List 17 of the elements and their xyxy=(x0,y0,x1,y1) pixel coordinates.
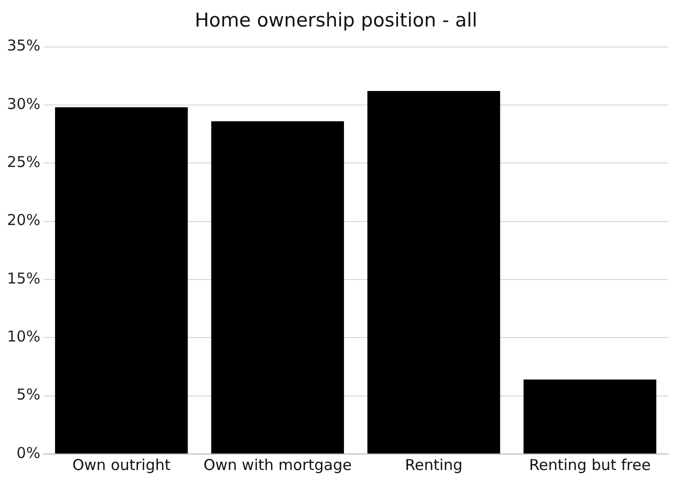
x-tick-label: Own outright xyxy=(72,456,171,474)
y-tick-label: 25% xyxy=(6,153,40,172)
y-tick-label: 5% xyxy=(16,386,40,404)
bar xyxy=(367,91,500,454)
bar xyxy=(524,380,656,454)
x-tick-label: Own with mortgage xyxy=(203,456,352,474)
y-tick-label: 30% xyxy=(6,94,40,113)
y-tick-label: 20% xyxy=(6,211,40,230)
chart-title: Home ownership position - all xyxy=(194,9,478,32)
x-tick-label: Renting but free xyxy=(529,456,651,474)
y-tick-label: 0% xyxy=(16,444,40,462)
y-tick-label: 35% xyxy=(6,36,40,55)
y-tick-label: 15% xyxy=(6,269,40,288)
y-tick-label: 10% xyxy=(6,328,40,346)
x-tick-label: Renting xyxy=(404,456,463,474)
bar xyxy=(55,107,188,454)
bar xyxy=(211,121,344,454)
